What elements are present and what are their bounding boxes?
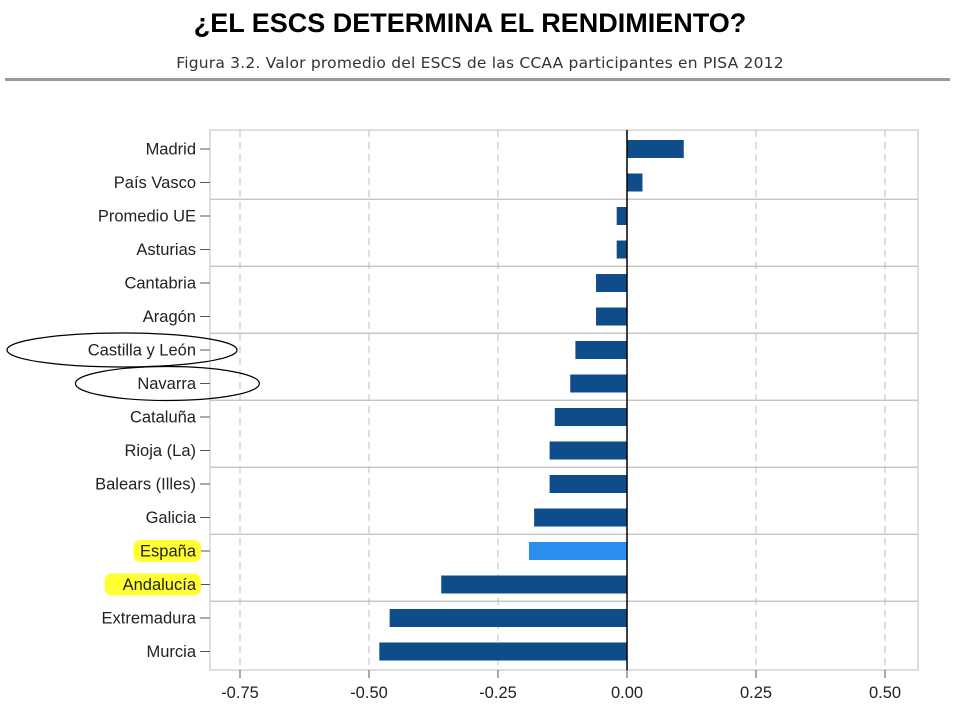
y-tick-label: Andalucía bbox=[123, 576, 197, 594]
x-tick-label: -0.25 bbox=[479, 684, 517, 702]
slide-title: ¿EL ESCS DETERMINA EL RENDIMIENTO? bbox=[193, 8, 747, 38]
y-tick-label: País Vasco bbox=[114, 174, 196, 192]
bar bbox=[596, 274, 627, 292]
bar bbox=[528, 542, 627, 560]
y-tick-label: Extremadura bbox=[102, 610, 197, 628]
y-tick-label: Balears (Illes) bbox=[95, 476, 196, 494]
y-tick-label: Galicia bbox=[146, 509, 197, 527]
bar bbox=[379, 642, 627, 661]
y-tick-label: Rioja (La) bbox=[124, 442, 196, 460]
y-tick-label: Navarra bbox=[137, 375, 197, 393]
bar bbox=[575, 341, 627, 359]
y-tick-label: Aragón bbox=[143, 308, 196, 326]
bar bbox=[549, 441, 627, 460]
x-tick-label: -0.75 bbox=[221, 684, 259, 702]
annotation-ellipse bbox=[74, 365, 260, 402]
caption-divider bbox=[5, 78, 950, 81]
bar bbox=[389, 609, 627, 627]
y-tick-label: Murcia bbox=[146, 643, 196, 661]
bar bbox=[549, 475, 627, 493]
figure-caption: Figura 3.2. Valor promedio del ESCS de l… bbox=[176, 54, 784, 72]
bar bbox=[570, 374, 627, 393]
bar bbox=[616, 240, 627, 259]
bar bbox=[441, 575, 627, 594]
y-tick-label: Cantabria bbox=[124, 275, 196, 293]
bar bbox=[627, 173, 643, 192]
bar bbox=[534, 508, 627, 527]
y-tick-label: Asturias bbox=[136, 241, 196, 259]
y-tick-label: Cataluña bbox=[130, 409, 197, 427]
label-highlight bbox=[104, 573, 201, 596]
y-tick-label: Promedio UE bbox=[98, 208, 196, 226]
x-tick-label: 0.00 bbox=[611, 684, 643, 702]
x-tick-label: 0.50 bbox=[869, 684, 901, 702]
annotation-ellipse bbox=[6, 332, 238, 368]
label-highlight bbox=[133, 540, 201, 562]
y-tick-label: Castilla y León bbox=[88, 342, 196, 360]
bar bbox=[616, 207, 627, 225]
bar bbox=[554, 408, 627, 426]
x-tick-label: -0.50 bbox=[350, 684, 388, 702]
bar bbox=[596, 307, 627, 326]
x-tick-label: 0.25 bbox=[740, 684, 772, 702]
bar bbox=[627, 140, 684, 158]
y-tick-label: Madrid bbox=[146, 141, 196, 159]
y-tick-label: España bbox=[140, 543, 197, 561]
